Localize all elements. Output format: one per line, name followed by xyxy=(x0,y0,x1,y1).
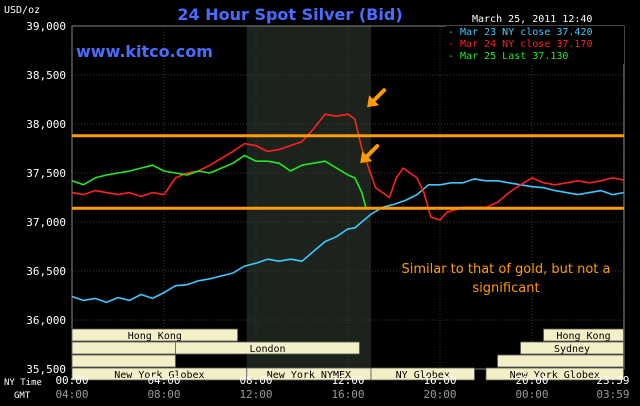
y-tick-label-4: 37,000 xyxy=(26,216,66,229)
x-tick-label-gmt-2: 12:00 xyxy=(239,388,272,401)
session-bar-8 xyxy=(520,341,624,355)
annotation-line-2: significant xyxy=(472,281,539,296)
y-axis-label: USD/oz xyxy=(4,5,40,16)
website-watermark: www.kitco.com xyxy=(76,42,213,61)
x-tick-label-gmt-4: 20:00 xyxy=(423,388,456,401)
x-tick-label-gmt-6: 03:59 xyxy=(596,388,629,401)
x-tick-label-ny-2: 08:00 xyxy=(239,374,272,387)
session-bar-9 xyxy=(497,354,624,368)
annotation-line-1: Similar to that of gold, but not a xyxy=(401,262,610,277)
session-bar-0 xyxy=(71,328,239,342)
y-tick-label-7: 35,500 xyxy=(26,363,66,376)
x-axis-gmt-label: GMT xyxy=(14,391,31,401)
series-line-0 xyxy=(71,178,624,304)
x-tick-label-ny-4: 16:00 xyxy=(423,374,456,387)
session-label-7: Hong Kong xyxy=(556,331,610,342)
x-tick-label-ny-5: 20:00 xyxy=(515,374,548,387)
grid-lines xyxy=(71,25,625,370)
legend-entry-2: - Mar 25 Last 37.130 xyxy=(448,51,568,62)
session-bar-6 xyxy=(370,367,475,381)
x-tick-label-ny-6: 23:59 xyxy=(596,374,629,387)
x-tick-label-ny-0: 00:00 xyxy=(55,374,88,387)
session-label-2: London xyxy=(249,344,285,355)
levels-layer xyxy=(72,134,624,210)
legend-box xyxy=(446,26,624,64)
session-bar-7 xyxy=(543,328,624,342)
session-label-4: New York Globex xyxy=(114,370,204,381)
annotation-arrows xyxy=(360,88,387,164)
series-line-2 xyxy=(71,154,368,210)
sessions-layer: Hong Kong London New York Globex New York N… xyxy=(71,328,624,381)
session-label-5: New York NYMEX xyxy=(267,370,351,381)
x-tick-label-ny-1: 04:00 xyxy=(147,374,180,387)
annotation-arrow-head-1 xyxy=(360,151,373,164)
series-line-1 xyxy=(71,113,624,221)
legend-entry-1: - Mar 24 NY close 37.170 xyxy=(448,39,593,50)
session-label-8: Sydney xyxy=(554,344,590,355)
session-bar-3 xyxy=(71,354,176,368)
session-label-0: Hong Kong xyxy=(128,331,182,342)
x-tick-label-gmt-1: 08:00 xyxy=(147,388,180,401)
y-tick-label-6: 36,000 xyxy=(26,314,66,327)
x-tick-label-gmt-3: 16:00 xyxy=(331,388,364,401)
y-tick-label-2: 38,000 xyxy=(26,118,66,131)
session-bar-2 xyxy=(175,341,360,355)
y-tick-label-1: 38,500 xyxy=(26,69,66,82)
x-tick-label-ny-3: 12:00 xyxy=(331,374,364,387)
y-tick-label-5: 36,500 xyxy=(26,265,66,278)
chart-timestamp: March 25, 2011 12:40 xyxy=(472,14,592,25)
chart-title: 24 Hour Spot Silver (Bid) xyxy=(177,5,402,24)
x-axis-ticks: 00:0004:0004:0008:0008:0012:0012:0016:00… xyxy=(55,374,629,401)
legend-entry-0: - Mar 23 NY close 37.420 xyxy=(448,27,593,38)
y-tick-label-3: 37,500 xyxy=(26,167,66,180)
x-tick-label-gmt-0: 04:00 xyxy=(55,388,88,401)
annotation-arrow-head-0 xyxy=(367,95,380,108)
legend: - Mar 23 NY close 37.420- Mar 24 NY clos… xyxy=(446,26,624,64)
nymex-session-shade xyxy=(246,26,371,369)
session-label-6: NY Globex xyxy=(396,370,450,381)
y-tick-label-0: 39,000 xyxy=(26,20,66,33)
series-layer xyxy=(71,113,624,304)
x-tick-label-gmt-5: 00:00 xyxy=(515,388,548,401)
y-axis-ticks: 39,000 38,500 38,000 37,500 37,000 36,500 36,0… xyxy=(26,20,66,376)
session-bar-10 xyxy=(485,367,624,381)
session-label-10: New York Globex xyxy=(510,370,600,381)
x-axis-ny-time-label: NY Time xyxy=(4,378,42,388)
